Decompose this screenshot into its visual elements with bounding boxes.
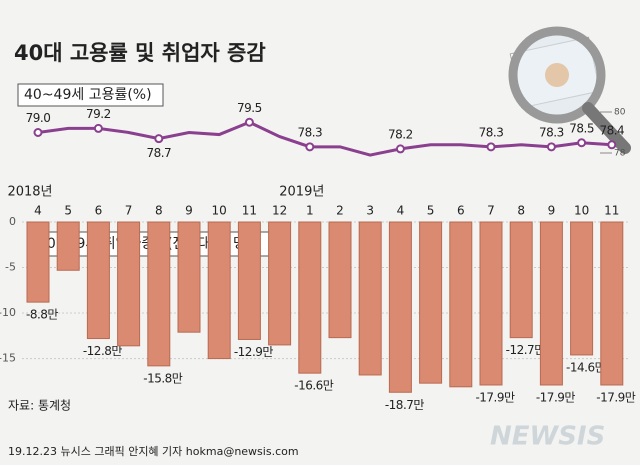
data-label: 78.2 [388,127,413,141]
x-tick-label: 10 [212,204,227,218]
data-label: 78.3 [539,125,564,139]
x-tick-label: 8 [517,204,525,218]
bar [539,221,563,386]
bar [479,221,503,386]
line-title: 40~49세 고용률(%) [24,87,152,103]
point [546,142,556,152]
data-label: -12.9만 [234,345,274,359]
x-tick-label: 6 [95,204,103,218]
bar [449,221,473,388]
bar [600,221,624,386]
data-label: 79.5 [237,101,262,115]
data-label: 78.5 [569,121,594,135]
x-tick-label: 10 [574,204,589,218]
bar [298,221,322,374]
year-label: 2018년 [7,185,52,200]
data-label: -17.9만 [475,390,515,404]
bar [570,221,594,356]
x-tick-label: 11 [604,204,619,218]
x-tick-label: 7 [487,204,495,218]
x-tick-label: 9 [185,204,193,218]
point [486,142,496,152]
x-tick-label: 8 [155,204,163,218]
year-label: 2019년 [279,185,324,200]
line-title-box [17,83,164,107]
title: 40대 고용률 및 취업자 증감 [14,41,266,65]
y-tick-label: 0 [9,215,16,228]
bar [117,221,141,347]
bar [26,221,50,303]
x-tick-label: 7 [125,204,133,218]
point [305,142,315,152]
y-tick-label: 80 [614,108,626,118]
data-label: 78.7 [146,146,171,160]
x-tick-label: 5 [427,204,435,218]
point [33,128,43,137]
data-label: -15.8만 [143,371,183,385]
point [154,134,164,144]
bar [419,221,443,384]
y-tick-label: -15 [0,352,16,365]
line [37,120,612,157]
data-label: -12.7만 [506,343,546,357]
x-tick-label: 11 [242,204,257,218]
y-tick-label: -5 [5,261,16,274]
bar [509,221,533,339]
data-label: -17.9만 [536,390,576,404]
x-tick-label: 1 [306,204,314,218]
credit: 19.12.23 뉴시스 그래픽 안지혜 기자 hokma@newsis.com [8,445,299,458]
data-label: -16.6만 [294,379,334,393]
data-label: 78.3 [479,125,504,139]
data-label: 79.2 [86,107,111,121]
bar [358,221,382,376]
x-tick-label: 6 [457,204,465,218]
data-label: -14.6만 [566,360,606,374]
y-tick-label: -10 [0,306,16,319]
bar [388,221,412,393]
source: 자료: 통계청 [8,399,71,413]
x-tick-label: 2 [336,204,344,218]
x-tick-label: 4 [397,204,405,218]
x-tick-label: 9 [548,204,556,218]
x-tick-label: 12 [272,204,287,218]
y-tick-label: 78 [614,149,626,159]
point [577,138,587,148]
data-label: 78.3 [297,125,322,139]
data-label: -18.7만 [385,398,425,412]
data-label: -8.8만 [26,308,58,322]
bar [207,221,231,360]
magnifier [508,26,631,154]
data-label: 78.4 [599,123,624,137]
bar [177,221,201,333]
point [244,117,254,127]
point [93,123,103,133]
point [395,144,405,154]
data-label: -17.9만 [596,390,636,404]
bar [328,221,352,339]
x-tick-label: 4 [34,204,42,218]
bar [56,221,80,271]
x-tick-label: 3 [366,204,374,218]
bar [268,221,292,346]
point [607,140,617,150]
bar [147,221,171,367]
bar [86,221,110,340]
bar [237,221,261,340]
data-label: 79.0 [26,111,51,125]
data-label: -12.8만 [83,344,123,358]
x-tick-label: 5 [64,204,72,218]
logo: NEWSIS [490,422,605,452]
